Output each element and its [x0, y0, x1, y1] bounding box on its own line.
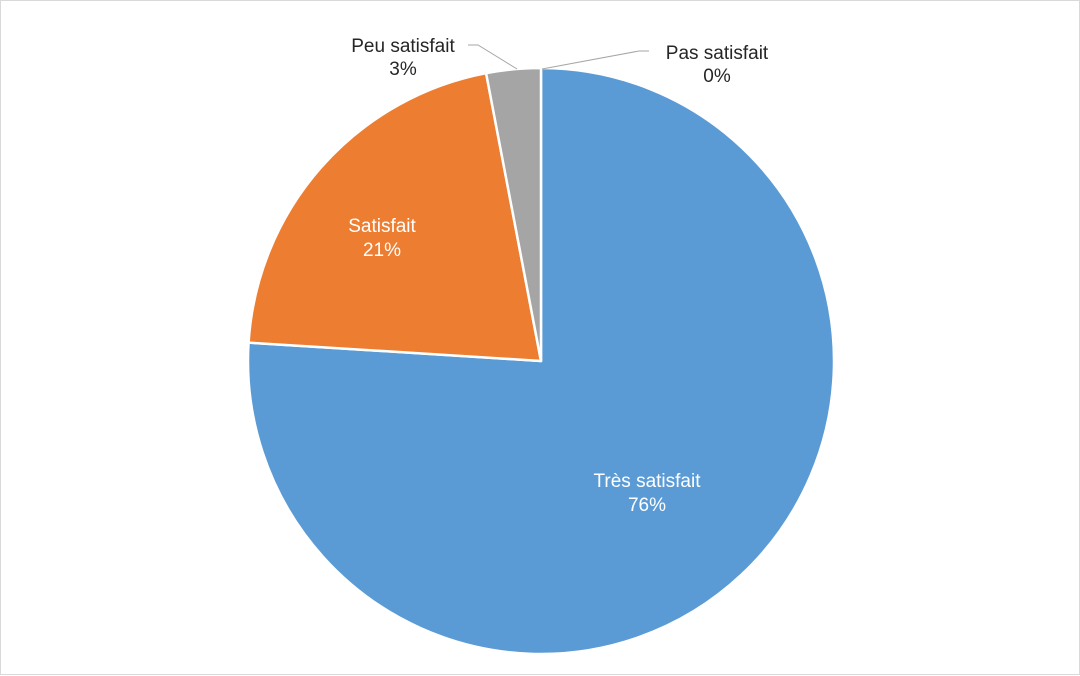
pie-slice-tres-satisfait — [246, 66, 836, 656]
pie-slice-satisfait — [247, 71, 543, 363]
slice-labels: Très satisfait 76% Satisfait 21% Peu satisfa… — [348, 36, 769, 516]
slice-category-label-peu-satisfait: Peu satisfait — [351, 36, 455, 57]
pie-slices — [246, 66, 836, 656]
leader-line-pas-satisfait — [541, 50, 649, 70]
slice-category-label-satisfait: Satisfait — [348, 216, 416, 237]
leader-lines — [468, 44, 649, 70]
leader-line-peu-satisfait — [468, 44, 518, 70]
slice-percent-label-peu-satisfait: 3% — [389, 59, 417, 80]
slice-percent-label-satisfait: 21% — [363, 240, 401, 261]
slice-category-label-pas-satisfait: Pas satisfait — [666, 43, 769, 64]
slice-category-label-tres-satisfait: Très satisfait — [594, 471, 702, 492]
slice-percent-label-tres-satisfait: 76% — [628, 495, 666, 516]
slice-percent-label-pas-satisfait: 0% — [703, 66, 731, 87]
pie-slice-peu-satisfait — [484, 66, 543, 363]
